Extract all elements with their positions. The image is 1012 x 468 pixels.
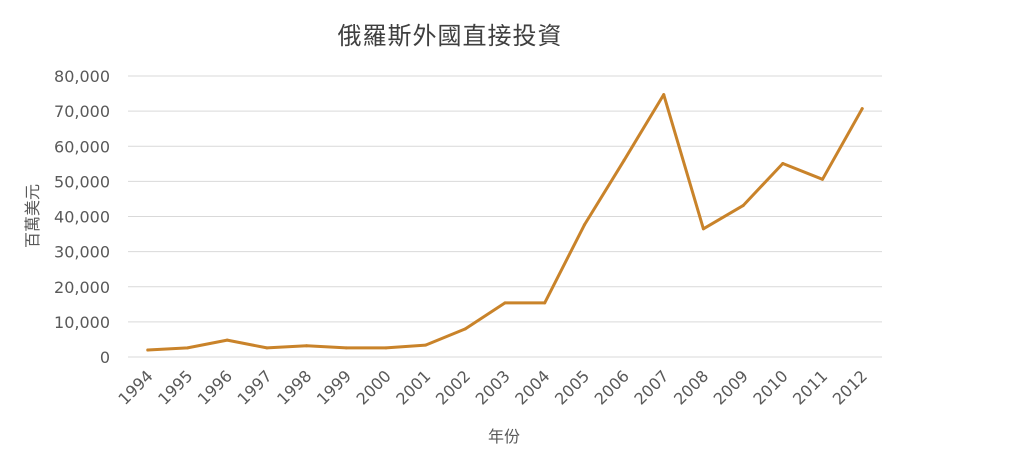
x-tick-label: 1994 [114, 366, 156, 408]
x-tick-label: 2001 [392, 366, 434, 408]
x-axis-ticks: 1994199519961997199819992000200120022003… [114, 366, 871, 408]
x-tick-label: 1995 [154, 366, 196, 408]
data-point [225, 338, 229, 342]
x-tick-label: 2006 [591, 366, 633, 408]
data-point [305, 344, 309, 348]
y-tick-label: 0 [100, 348, 110, 367]
y-tick-label: 50,000 [54, 172, 110, 191]
data-point [463, 327, 467, 331]
x-tick-label: 2002 [432, 366, 474, 408]
y-axis-ticks: 0 10,000 20,000 30,000 40,000 50,000 60,000 70,… [54, 67, 110, 367]
y-tick-label: 40,000 [54, 208, 110, 227]
data-point [503, 301, 507, 305]
data-point [543, 301, 547, 305]
data-point [622, 158, 626, 162]
data-point [186, 346, 190, 350]
data-point [820, 177, 824, 181]
series [146, 93, 864, 352]
x-tick-label: 2003 [472, 366, 514, 408]
data-point [701, 227, 705, 231]
data-point [424, 343, 428, 347]
y-tick-label: 30,000 [54, 243, 110, 262]
data-point [344, 346, 348, 350]
x-tick-label: 1996 [194, 366, 236, 408]
x-tick-label: 2004 [511, 366, 553, 408]
x-tick-label: 2011 [789, 366, 831, 408]
x-tick-label: 2008 [670, 366, 712, 408]
y-tick-label: 80,000 [54, 67, 110, 86]
x-tick-label: 1999 [313, 366, 355, 408]
x-tick-label: 2005 [551, 366, 593, 408]
data-point [265, 346, 269, 350]
data-point [741, 204, 745, 208]
series-line [146, 93, 864, 352]
data-point [384, 346, 388, 350]
y-tick-label: 60,000 [54, 137, 110, 156]
chart-title: 俄羅斯外國直接投資 [337, 22, 563, 50]
y-tick-label: 10,000 [54, 313, 110, 332]
x-tick-label: 2009 [710, 366, 752, 408]
x-tick-label: 2010 [749, 366, 791, 408]
x-axis-title: 年份 [488, 427, 520, 446]
data-point [582, 223, 586, 227]
gridlines [128, 75, 882, 358]
x-tick-label: 1997 [233, 366, 275, 408]
y-tick-label: 70,000 [54, 102, 110, 121]
x-tick-label: 2000 [353, 366, 395, 408]
y-axis-title: 百萬美元 [23, 184, 42, 248]
data-point [860, 107, 864, 111]
x-tick-label: 2007 [630, 366, 672, 408]
x-tick-label: 1998 [273, 366, 315, 408]
data-point [781, 161, 785, 165]
data-point [662, 93, 666, 97]
y-tick-label: 20,000 [54, 278, 110, 297]
data-point [146, 348, 150, 352]
x-tick-label: 2012 [829, 366, 871, 408]
